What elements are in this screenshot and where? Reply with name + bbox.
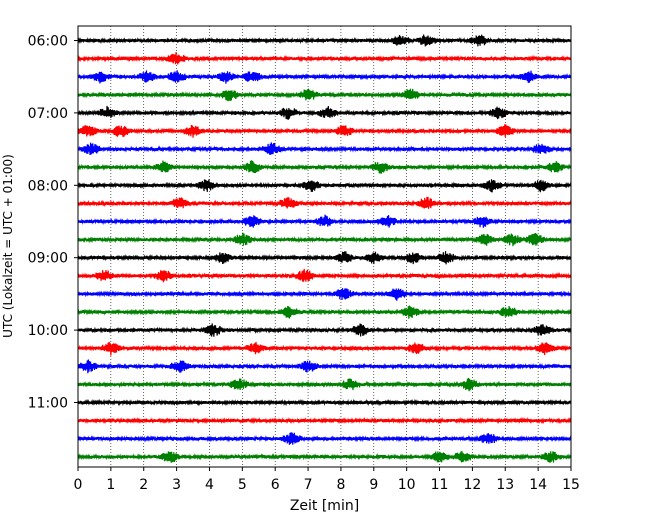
- trace-line: [77, 160, 572, 174]
- y-tick-label: 07:00: [28, 106, 68, 122]
- trace-line: [77, 232, 572, 247]
- trace-line: [77, 416, 572, 425]
- trace-line: [77, 124, 572, 138]
- trace-line: [77, 377, 572, 392]
- trace-line: [77, 451, 572, 463]
- x-tick-label: 13: [496, 477, 514, 493]
- trace-line: [77, 142, 572, 156]
- x-tick-label: 6: [271, 477, 280, 493]
- y-tick-label: 10:00: [28, 323, 68, 339]
- y-tick-label: 09:00: [28, 251, 68, 267]
- plot-frame: [77, 25, 572, 468]
- x-tick-label: 14: [529, 477, 547, 493]
- trace-line: [77, 398, 572, 407]
- x-tick-label: 1: [106, 477, 115, 493]
- x-axis-label: Zeit [min]: [290, 498, 359, 514]
- trace-line: [77, 268, 572, 283]
- x-tick-label: 3: [172, 477, 181, 493]
- y-tick-label: 06:00: [28, 34, 68, 50]
- x-tick-label: 12: [463, 477, 481, 493]
- trace-line: [77, 305, 572, 319]
- y-axis: 06:00 07:00 08:00 09:00 10:00 11:00: [28, 34, 78, 412]
- x-tick-label: 15: [562, 477, 580, 493]
- x-tick-label: 8: [336, 477, 345, 493]
- x-tick-label: 0: [74, 477, 83, 493]
- x-tick-label: 11: [431, 477, 449, 493]
- x-axis: 0 1 2 3 4 5 6 7 8 9 10 11 12 13 14 15: [74, 467, 580, 493]
- y-tick-label: 08:00: [28, 178, 68, 194]
- trace-line: [77, 251, 572, 265]
- trace-line: [77, 179, 572, 193]
- trace-line: [77, 288, 572, 301]
- trace-line: [77, 196, 572, 209]
- trace-line: [77, 34, 572, 47]
- trace-line: [77, 52, 572, 65]
- trace-line: [77, 88, 572, 102]
- x-tick-label: 4: [205, 477, 214, 493]
- y-tick-label: 11:00: [28, 396, 68, 412]
- trace-group: [77, 34, 572, 463]
- trace-line: [77, 70, 572, 84]
- trace-line: [77, 341, 572, 356]
- trace-line: [77, 323, 572, 337]
- trace-line: [77, 359, 572, 374]
- trace-line: [77, 432, 572, 445]
- x-tick-label: 5: [238, 477, 247, 493]
- x-tick-label: 2: [139, 477, 148, 493]
- x-tick-label: 10: [398, 477, 416, 493]
- x-tick-label: 9: [369, 477, 378, 493]
- trace-line: [77, 105, 572, 120]
- trace-line: [77, 214, 572, 228]
- y-axis-label: UTC (Lokalzeit = UTC + 01:00): [1, 154, 15, 338]
- x-tick-label: 7: [304, 477, 313, 493]
